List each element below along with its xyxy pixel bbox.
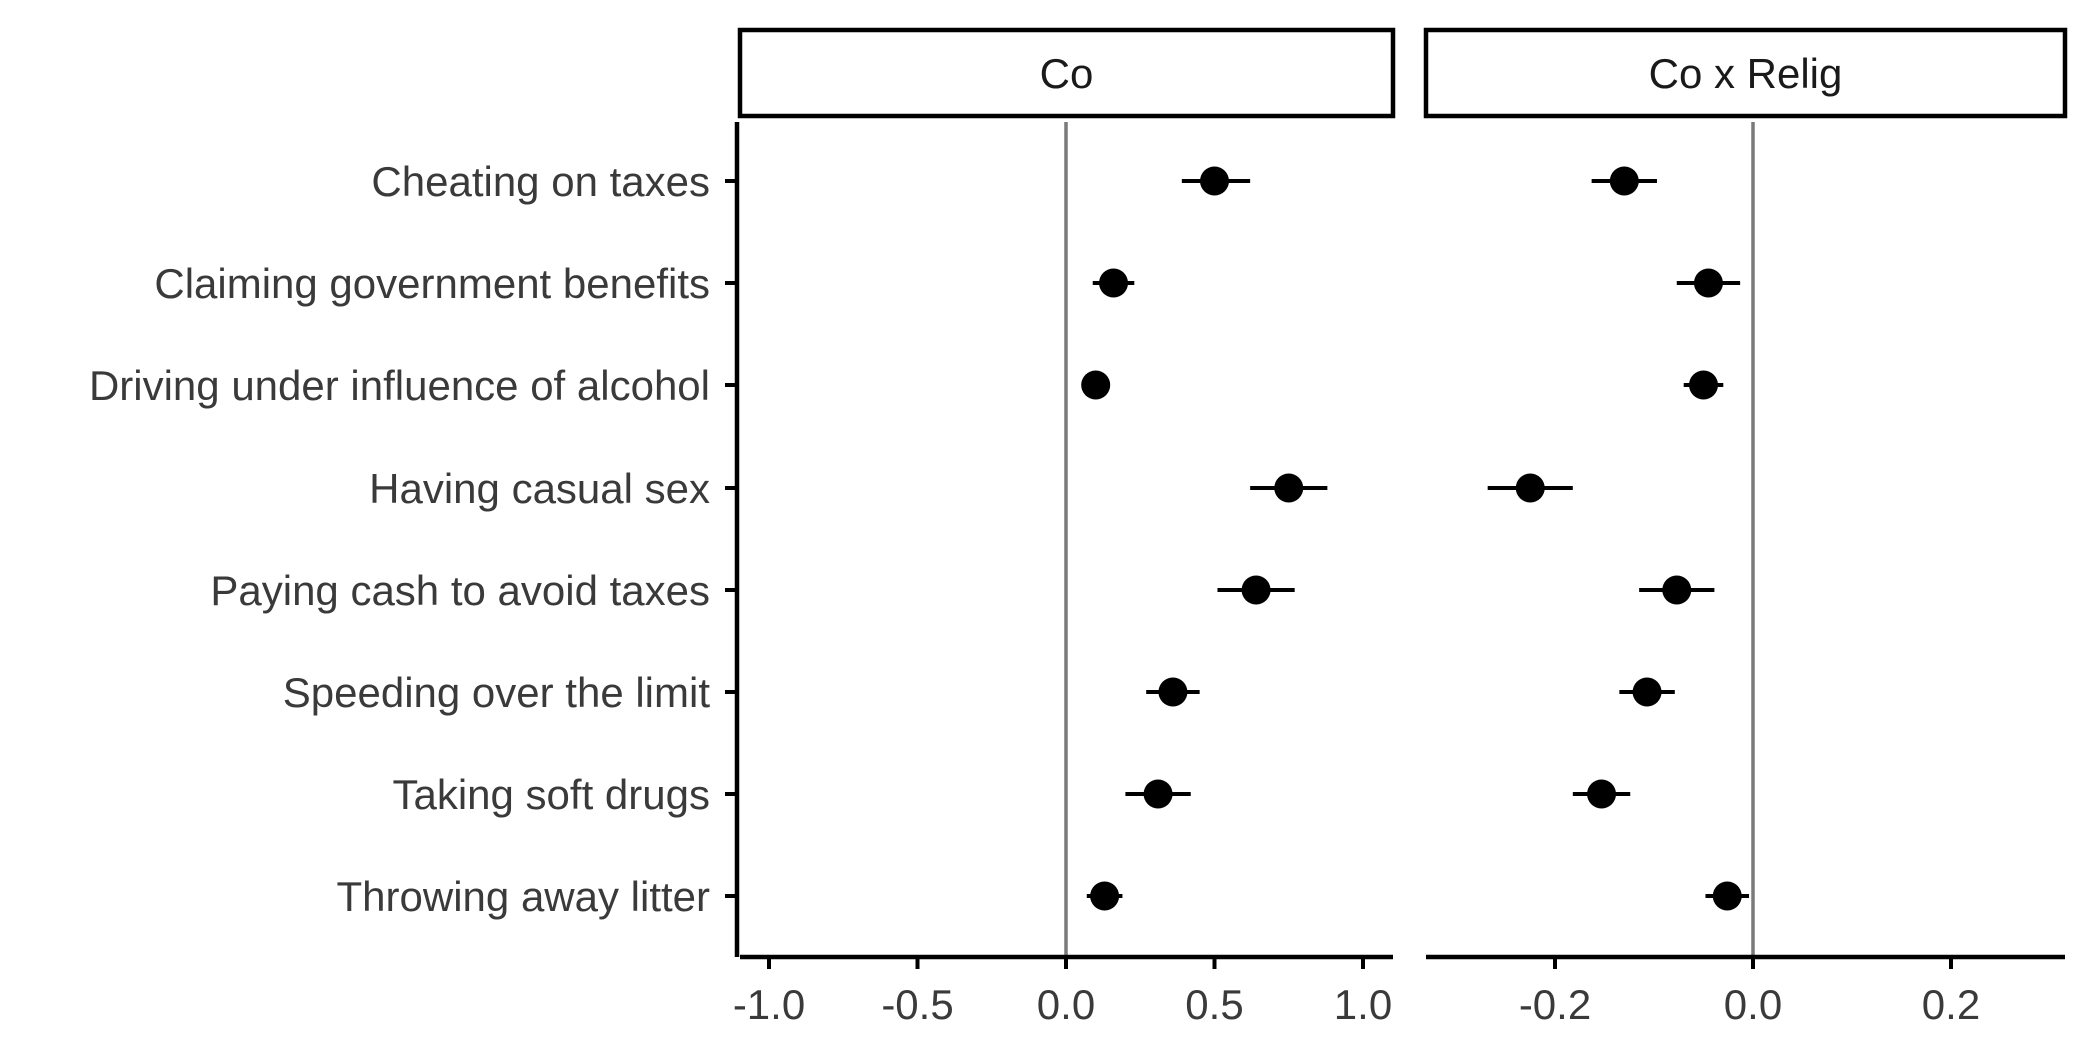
data-point [1712,881,1742,911]
data-point [1274,473,1304,503]
y-tick-label: Paying cash to avoid taxes [210,567,710,614]
data-point [1158,677,1188,707]
x-tick-label: 0.2 [1922,981,1980,1028]
x-tick-label: 0.0 [1037,981,1095,1028]
y-tick-label: Having casual sex [369,465,710,512]
data-point [1609,166,1639,196]
y-tick-label: Cheating on taxes [371,158,710,205]
facet-title: Co [1040,50,1094,97]
data-point [1689,370,1718,400]
data-point [1143,779,1173,809]
data-point [1632,677,1662,707]
data-point [1587,779,1617,809]
x-tick-label: -0.5 [881,981,953,1028]
x-tick-label: -1.0 [733,981,805,1028]
data-point [1099,268,1129,298]
y-tick-label: Throwing away litter [337,873,710,920]
x-tick-label: -0.2 [1519,981,1591,1028]
data-point [1090,881,1120,911]
data-point [1241,575,1271,605]
x-tick-label: 0.0 [1724,981,1782,1028]
y-tick-label: Speeding over the limit [283,669,711,716]
data-point [1515,473,1545,503]
facet-strip [1423,27,2068,119]
data-point [1200,166,1229,196]
facet-title: Co x Relig [1649,50,1843,97]
data-point [1693,268,1723,298]
y-tick-label: Taking soft drugs [392,771,710,818]
data-point [1662,575,1692,605]
y-tick-label: Claiming government benefits [154,260,710,307]
data-point [1081,370,1111,400]
x-tick-label: 1.0 [1334,981,1392,1028]
x-tick-label: 0.5 [1185,981,1243,1028]
y-tick-label: Driving under influence of alcohol [89,362,710,409]
facet-strip [737,27,1396,119]
